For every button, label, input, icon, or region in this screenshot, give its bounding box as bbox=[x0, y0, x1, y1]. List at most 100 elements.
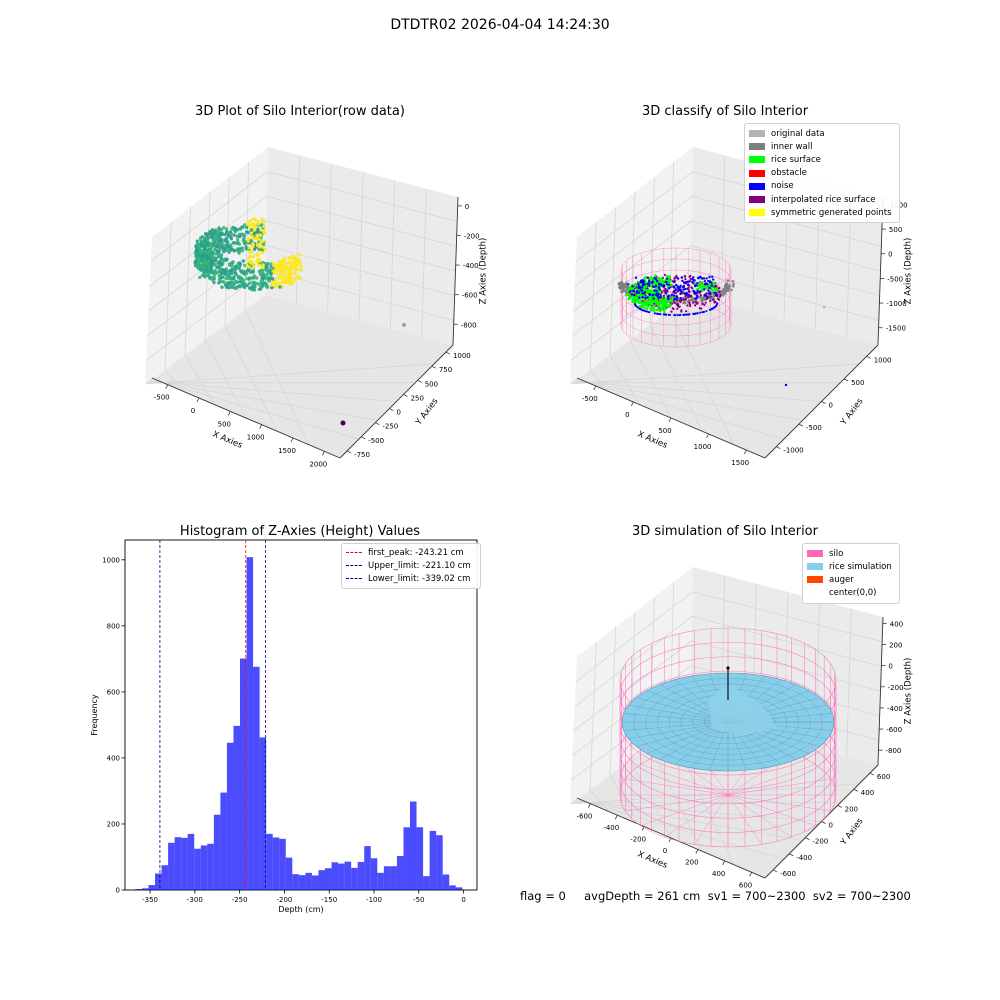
data-point bbox=[214, 252, 218, 256]
data-point bbox=[281, 260, 285, 264]
grid-line bbox=[224, 324, 278, 432]
y-tick-label: 500 bbox=[425, 380, 438, 388]
grid-line bbox=[150, 378, 359, 440]
data-point bbox=[296, 274, 300, 278]
data-point bbox=[220, 262, 224, 267]
data-point bbox=[242, 223, 247, 227]
legend-item: rice simulation bbox=[807, 560, 895, 573]
data-point bbox=[290, 282, 294, 286]
y-tick-label: -500 bbox=[368, 437, 384, 445]
data-point bbox=[203, 240, 207, 244]
data-point bbox=[298, 260, 303, 264]
z-axis-line bbox=[452, 196, 459, 346]
data-point bbox=[215, 232, 219, 236]
x-tick-label: 400 bbox=[712, 870, 725, 878]
data-point bbox=[240, 232, 245, 236]
data-point bbox=[244, 271, 249, 276]
data-point bbox=[222, 268, 226, 272]
x-tick bbox=[259, 424, 263, 429]
data-point bbox=[242, 237, 246, 241]
y-tick bbox=[853, 788, 858, 792]
x-tick-label: 500 bbox=[218, 420, 231, 428]
data-point bbox=[213, 237, 217, 242]
data-point bbox=[252, 282, 257, 286]
data-point bbox=[281, 285, 285, 289]
data-point bbox=[289, 276, 293, 280]
data-point bbox=[231, 267, 235, 271]
data-point bbox=[273, 278, 278, 283]
data-point bbox=[212, 272, 216, 276]
data-point bbox=[211, 250, 215, 255]
z-tick-label: 400 bbox=[890, 620, 903, 628]
data-point bbox=[235, 234, 239, 238]
data-point bbox=[220, 279, 225, 284]
data-point bbox=[245, 283, 249, 288]
data-point bbox=[229, 237, 234, 241]
data-point bbox=[223, 232, 227, 237]
data-point bbox=[283, 267, 288, 271]
y-axis-label: Y Axies bbox=[838, 816, 865, 848]
data-point bbox=[293, 271, 297, 275]
data-point bbox=[244, 230, 249, 234]
data-point bbox=[220, 245, 224, 249]
grid-line bbox=[148, 381, 397, 402]
z-tick-label: -200 bbox=[888, 684, 904, 692]
data-point bbox=[225, 273, 229, 277]
x-tick-label: 0 bbox=[663, 847, 667, 855]
data-point bbox=[297, 253, 302, 257]
y-tick bbox=[837, 804, 842, 808]
data-point bbox=[259, 281, 263, 286]
data-point bbox=[212, 280, 216, 285]
data-point bbox=[194, 259, 198, 263]
data-point bbox=[209, 257, 213, 261]
y-tick bbox=[805, 837, 810, 841]
data-point bbox=[227, 245, 232, 249]
data-point bbox=[205, 269, 209, 273]
data-point bbox=[298, 276, 302, 280]
grid-line bbox=[146, 363, 435, 385]
data-point bbox=[282, 272, 287, 276]
data-point bbox=[217, 281, 221, 285]
data-point bbox=[264, 282, 268, 286]
data-point bbox=[285, 261, 290, 265]
data-point bbox=[209, 253, 214, 258]
data-point bbox=[247, 281, 252, 285]
y-tick-label: -200 bbox=[812, 838, 828, 846]
data-point bbox=[199, 250, 203, 255]
x-tick-label: 200 bbox=[685, 858, 698, 866]
x-tick bbox=[321, 451, 325, 456]
data-point bbox=[224, 237, 228, 242]
data-point bbox=[223, 272, 227, 276]
x-tick bbox=[614, 814, 618, 820]
data-point bbox=[205, 256, 209, 261]
z-tick-label: 0 bbox=[465, 203, 469, 211]
data-point bbox=[252, 274, 256, 278]
data-point bbox=[213, 256, 217, 260]
y-tick bbox=[789, 853, 794, 857]
y-tick bbox=[431, 365, 436, 369]
data-point bbox=[228, 262, 232, 266]
data-point bbox=[245, 276, 249, 281]
data-point bbox=[205, 243, 209, 247]
data-point bbox=[292, 265, 296, 269]
y-tick bbox=[772, 869, 778, 873]
data-point bbox=[210, 277, 214, 282]
grid-line bbox=[421, 188, 427, 337]
y-tick-label: -400 bbox=[796, 854, 812, 862]
y-tick bbox=[389, 408, 394, 411]
data-point bbox=[272, 269, 276, 273]
x-tick bbox=[722, 860, 726, 866]
floor-pane bbox=[145, 295, 453, 458]
data-point bbox=[231, 283, 235, 287]
data-point bbox=[258, 272, 263, 276]
legend-item: auger bbox=[807, 573, 895, 586]
y-tick-label: 1000 bbox=[453, 352, 471, 360]
data-point bbox=[232, 276, 236, 281]
data-point bbox=[299, 264, 303, 268]
data-point bbox=[242, 240, 246, 244]
data-point bbox=[230, 264, 234, 268]
data-point bbox=[203, 236, 207, 240]
data-point bbox=[288, 270, 293, 274]
